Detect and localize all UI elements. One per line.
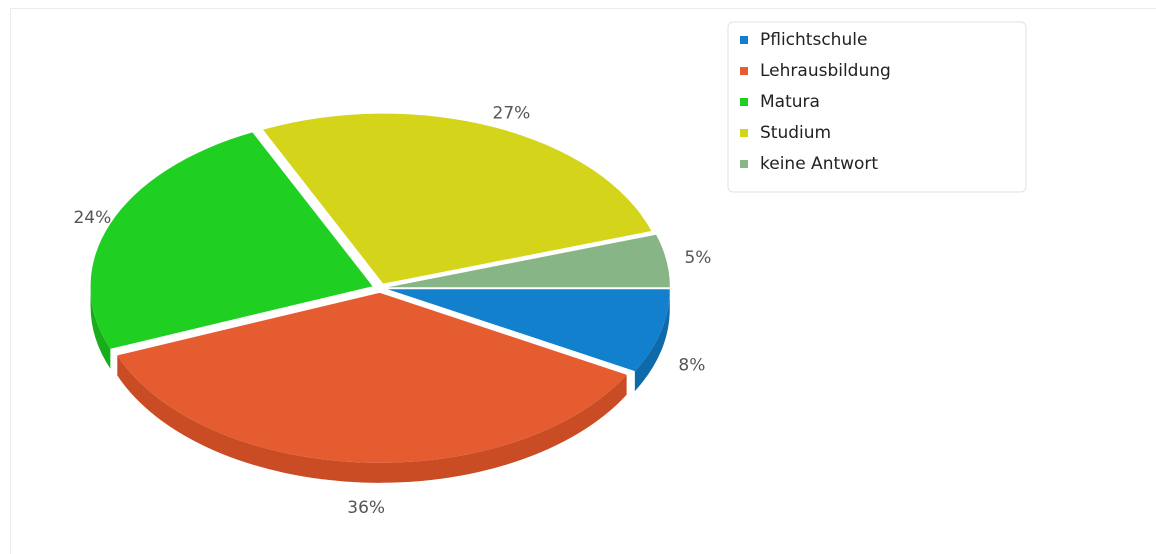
slice-keine-antwort[interactable] (387, 234, 670, 288)
legend: Pflichtschule Lehrausbildung Matura Studium… (727, 21, 1027, 193)
legend-label-lehrausbildung[interactable]: Lehrausbildung (760, 61, 891, 81)
slice-label-keine-antwort: 5% (684, 248, 711, 268)
legend-swatch-pflichtschule (740, 36, 748, 44)
slice-label-pflichtschule: 8% (678, 355, 705, 375)
chart-panel (10, 8, 1156, 554)
slice-label-lehrausbildung: 36% (347, 498, 385, 518)
slice-side-pflichtschule (634, 289, 670, 392)
legend-box (727, 21, 1027, 193)
legend-label-keine-antwort[interactable]: keine Antwort (760, 154, 878, 174)
legend-swatch-lehrausbildung (740, 67, 748, 75)
slice-pflichtschule[interactable] (387, 289, 670, 372)
legend-swatch-studium (740, 129, 748, 137)
legend-label-pflichtschule[interactable]: Pflichtschule (760, 30, 867, 50)
pie-sides (90, 286, 670, 483)
slice-side-lehrausbildung (117, 355, 627, 483)
legend-label-studium[interactable]: Studium (760, 123, 831, 143)
slice-studium[interactable] (263, 113, 652, 284)
slice-side-matura (90, 286, 111, 369)
pie-slices (90, 113, 670, 463)
slice-label-studium: 27% (493, 103, 531, 123)
slice-label-matura: 24% (73, 208, 111, 228)
legend-label-matura[interactable]: Matura (760, 92, 820, 112)
pie-labels: 8% 36% 24% 27% 5% (73, 103, 711, 518)
slice-lehrausbildung[interactable] (117, 292, 627, 463)
legend-swatch-keine-antwort (740, 160, 748, 168)
slice-matura[interactable] (90, 132, 373, 349)
legend-swatch-matura (740, 98, 748, 106)
